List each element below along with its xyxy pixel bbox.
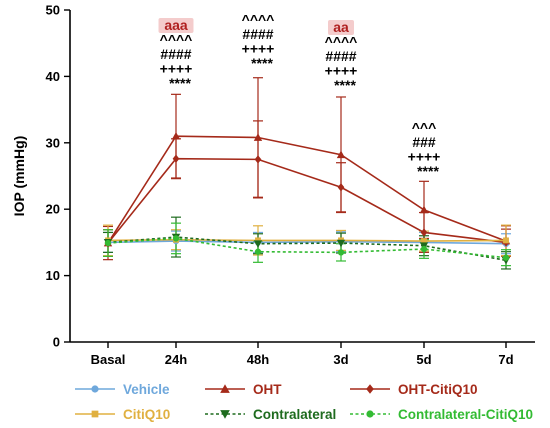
legend: Vehicle OHT OHT-CitiQ10 CitiQ10 Contralatera… xyxy=(75,382,533,422)
annotation-highlight xyxy=(158,18,194,33)
point-contralateral-citiq10 xyxy=(254,248,262,255)
annotation-text: ++++ xyxy=(160,61,193,77)
y-axis-title: IOP (mmHg) xyxy=(11,136,27,217)
legend-marker-oht-citiq10 xyxy=(366,384,374,394)
x-tick-label: 7d xyxy=(498,352,513,367)
significance-annotations: aaa^^^^####++++****^^^^####++++****aa^^^… xyxy=(158,12,441,179)
annotation-text: ++++ xyxy=(408,149,441,165)
legend-marker-oht xyxy=(220,384,230,393)
point-contralateral-citiq10 xyxy=(104,239,112,247)
point-contralateral xyxy=(336,239,346,248)
point-citiq10 xyxy=(503,237,509,244)
point-contralateral-citiq10 xyxy=(172,235,180,242)
annotation-text: **** xyxy=(169,75,191,91)
series-line-contralateral-citiq10 xyxy=(107,237,507,259)
x-ticks: Basal 24h 48h 3d 5d 7d xyxy=(91,342,514,367)
series-line-oht xyxy=(107,135,507,244)
point-oht-citiq10 xyxy=(254,155,262,164)
x-tick-label: 48h xyxy=(247,352,269,367)
y-ticks: 0 10 20 30 40 50 xyxy=(46,3,70,350)
annotation-text: **** xyxy=(334,77,356,93)
annotation-text: ### xyxy=(412,134,436,150)
annotation-text: ^^^ xyxy=(412,120,437,136)
point-contralateral-citiq10 xyxy=(337,249,345,256)
annotation-text: aaa xyxy=(164,17,188,33)
x-tick-label: Basal xyxy=(91,352,126,367)
legend-marker-vehicle xyxy=(91,385,99,393)
point-oht xyxy=(253,133,263,141)
x-tick-label: 24h xyxy=(165,352,187,367)
annotation-text: **** xyxy=(251,55,273,71)
point-contralateral-citiq10 xyxy=(420,245,428,253)
series-line-vehicle xyxy=(107,240,507,245)
annotation-text: #### xyxy=(242,26,273,42)
y-tick-label: 50 xyxy=(46,3,60,18)
annotation-text: ^^^^ xyxy=(242,12,275,28)
annotation-text: #### xyxy=(325,48,356,64)
annotation-text: aa xyxy=(333,19,349,35)
x-tick-label: 5d xyxy=(416,352,431,367)
series-markers xyxy=(103,131,511,265)
annotation-text: ^^^^ xyxy=(160,32,193,48)
point-contralateral-citiq10 xyxy=(502,254,510,261)
annotation-highlight xyxy=(328,20,354,35)
legend-marker-contralateral-citiq10 xyxy=(366,410,374,418)
legend-label-contralateral-citiq10: Contralateral-CitiQ10 xyxy=(398,407,533,422)
point-oht-citiq10 xyxy=(337,183,345,192)
y-tick-label: 30 xyxy=(46,135,60,150)
annotation-text: #### xyxy=(160,46,191,62)
point-oht-citiq10 xyxy=(420,228,428,237)
point-contralateral xyxy=(253,240,263,248)
axes xyxy=(69,10,535,343)
legend-label-contralateral: Contralateral xyxy=(253,407,336,422)
y-tick-label: 0 xyxy=(53,335,60,350)
legend-label-oht-citiq10: OHT-CitiQ10 xyxy=(398,382,478,397)
point-citiq10 xyxy=(421,238,427,245)
annotation-text: **** xyxy=(417,163,439,179)
x-tick-label: 3d xyxy=(333,352,348,367)
annotation-text: ++++ xyxy=(242,41,275,57)
series-line-contralateral xyxy=(107,236,507,262)
point-oht xyxy=(419,205,429,214)
legend-label-oht: OHT xyxy=(253,382,282,397)
legend-label-vehicle: Vehicle xyxy=(123,382,170,397)
point-oht xyxy=(171,131,181,140)
legend-marker-citiq10 xyxy=(91,410,99,418)
y-tick-label: 20 xyxy=(46,202,60,217)
point-oht-citiq10 xyxy=(172,154,180,163)
legend-label-citiq10: CitiQ10 xyxy=(123,407,170,422)
annotation-text: ++++ xyxy=(325,63,358,79)
annotation-text: ^^^^ xyxy=(325,34,358,50)
y-tick-label: 10 xyxy=(46,268,60,283)
y-tick-label: 40 xyxy=(46,69,60,84)
legend-marker-contralateral xyxy=(220,410,230,419)
series-lines xyxy=(107,135,507,262)
series-line-oht-citiq10 xyxy=(107,157,507,244)
point-oht xyxy=(336,150,346,159)
